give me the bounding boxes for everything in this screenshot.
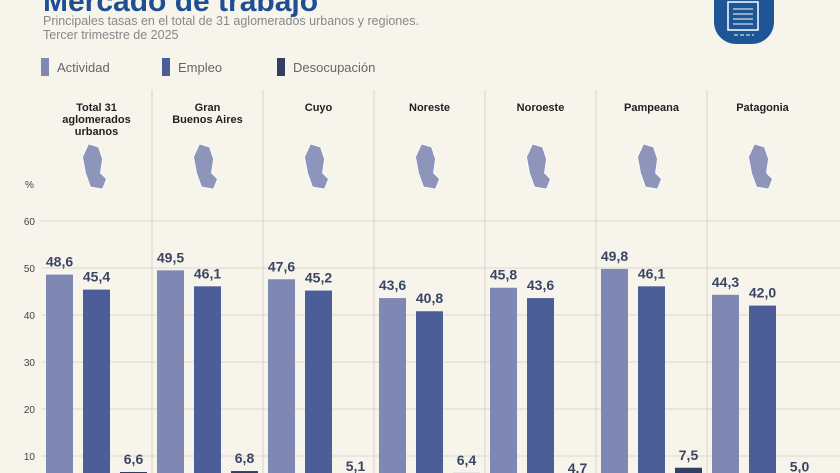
region-map-icon [304,143,329,190]
data-label: 44,3 [712,274,739,290]
category-label: Cuyo [305,102,333,114]
period: Tercer trimestre de 2025 [43,28,179,42]
data-label: 4,7 [568,460,588,473]
bar-empleo [83,289,110,473]
data-label: 45,4 [83,269,110,285]
data-label: 43,6 [527,277,554,293]
category-label: Pampeana [624,102,680,114]
data-label: 6,6 [124,451,144,467]
y-tick-label: 20 [24,405,36,416]
bar-desocupación [120,471,147,473]
data-label: 6,4 [457,452,477,468]
y-tick-label: 10 [24,452,36,463]
data-label: 46,1 [638,265,665,281]
bar-empleo [638,286,665,473]
legend-empleo: Empleo [162,58,222,76]
bar-actividad [490,287,517,473]
category-label: Noreste [409,102,450,114]
y-tick-label: 50 [24,264,36,275]
data-label: 48,6 [46,254,73,270]
region-map-icon [193,143,218,190]
y-tick-label: 40 [24,311,36,322]
data-label: 7,5 [679,447,699,463]
region-map-icon [748,143,773,190]
bar-actividad [601,268,628,473]
document-monitor-icon [714,0,774,44]
bar-desocupación [675,467,702,473]
region-map-icon [415,143,440,190]
region-map-icon [526,143,551,190]
bar-actividad [157,270,184,473]
data-label: 49,8 [601,248,628,264]
legend-actividad: Actividad [41,58,110,76]
data-label: 49,5 [157,249,184,265]
bar-empleo [749,305,776,473]
data-label: 46,1 [194,265,221,281]
bar-actividad [46,274,73,473]
bar-desocupación [231,471,258,473]
data-label: 40,8 [416,290,443,306]
category-label: Patagonia [736,102,789,114]
legend-desocupacion: Desocupación [277,58,375,76]
data-label: 42,0 [749,285,776,301]
subtitle: Principales tasas en el total de 31 aglo… [43,14,419,28]
bar-empleo [305,290,332,473]
data-label: 45,2 [305,270,332,286]
data-label: 5,1 [346,458,366,473]
data-label: 45,8 [490,267,517,283]
bar-actividad [379,298,406,473]
data-label: 43,6 [379,277,406,293]
data-label: 47,6 [268,258,295,274]
region-map-icon [82,143,107,190]
bar-empleo [416,311,443,473]
category-label: Gran Buenos Aires [172,102,243,126]
bar-actividad [712,294,739,473]
page-title: Mercado de trabajo [43,0,319,18]
y-axis-label: % [25,180,34,191]
bar-empleo [194,286,221,473]
y-tick-label: 60 [24,217,36,228]
bar-actividad [268,279,295,473]
category-label: Noroeste [517,102,565,114]
data-label: 5,0 [790,459,810,473]
bar-empleo [527,298,554,473]
data-label: 6,8 [235,450,255,466]
region-map-icon [637,143,662,190]
y-tick-label: 30 [24,358,36,369]
category-label: Total 31 aglomerados urbanos [62,102,130,138]
